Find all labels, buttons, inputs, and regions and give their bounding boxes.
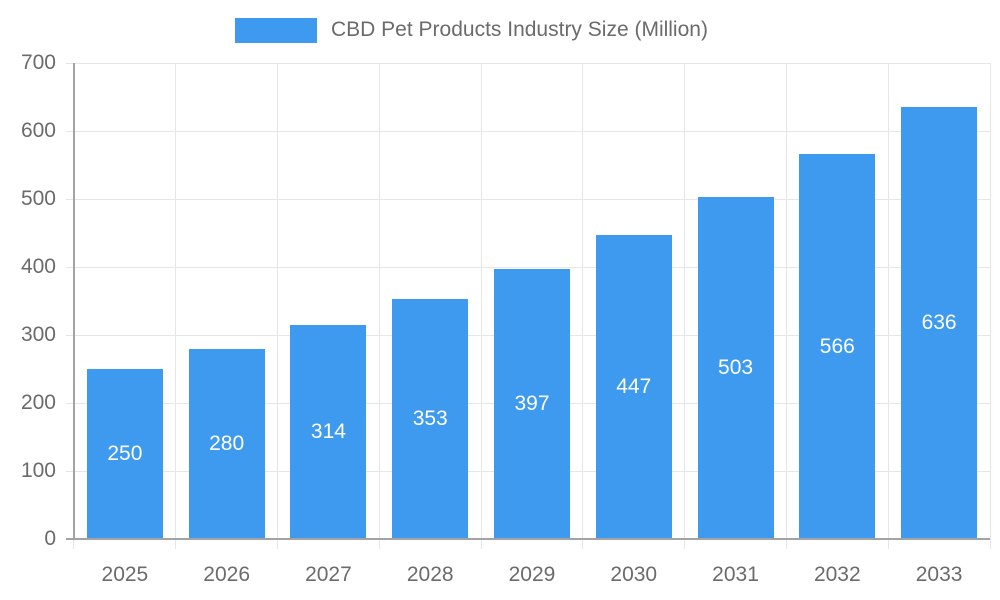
y-axis-tick-label: 300 [20,323,56,346]
chart-legend[interactable]: CBD Pet Products Industry Size (Million) [235,17,708,43]
x-gridline [989,63,991,549]
x-axis-tick-label: 2031 [712,563,759,586]
y-axis-tick-label: 0 [44,527,56,550]
x-axis-tick-label: 2027 [305,563,352,586]
bar-2030[interactable] [595,235,672,539]
bar-2025[interactable] [86,369,163,539]
x-gridline [887,63,889,549]
y-gridline [66,130,990,132]
bar-2026[interactable] [188,348,265,539]
x-axis-tick-label: 2028 [406,563,454,586]
y-axis-tick-label: 600 [20,119,56,142]
y-axis-tick-label: 400 [20,255,56,278]
x-gridline [378,63,380,549]
x-gridline [277,63,279,549]
y-axis-tick-label: 200 [20,391,56,414]
x-axis-line [66,538,990,540]
y-axis-tick-label: 100 [20,459,56,482]
bar-2033[interactable] [901,106,978,539]
bar-2028[interactable] [392,298,469,539]
x-gridline [785,63,787,549]
legend-label[interactable]: CBD Pet Products Industry Size (Million) [331,18,708,41]
y-gridline [66,266,990,268]
x-axis-tick-label: 2032 [813,563,861,586]
x-axis-tick-label: 2033 [915,563,963,586]
y-gridline [66,62,990,64]
y-axis-tick-label: 500 [20,187,56,210]
y-axis-tick-label: 700 [20,51,56,74]
x-gridline [582,63,584,549]
bar-2027[interactable] [290,325,367,539]
legend-swatch[interactable] [235,17,317,43]
y-gridline [66,198,990,200]
x-gridline [684,63,686,549]
x-gridline [175,63,177,549]
y-axis-line [73,63,75,539]
x-axis-tick-label: 2029 [508,563,556,586]
bar-2031[interactable] [697,196,774,539]
x-axis-tick-label: 2030 [610,563,658,586]
x-axis-tick-label: 2025 [101,563,149,586]
x-axis-origin-tick [73,539,74,549]
x-gridline [480,63,482,549]
bar-2032[interactable] [799,154,876,539]
bar-2029[interactable] [494,269,570,539]
x-axis-tick-label: 2026 [203,563,250,586]
